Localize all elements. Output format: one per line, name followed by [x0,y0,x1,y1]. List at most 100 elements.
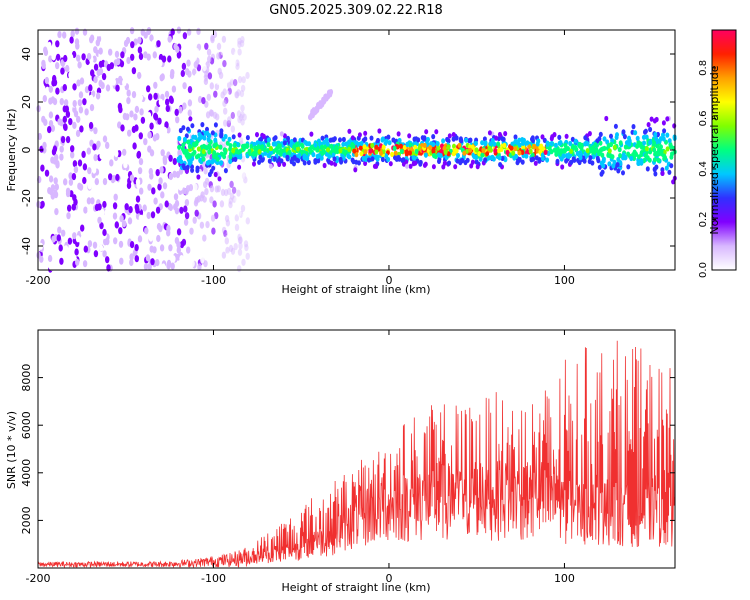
spectrogram-cell [93,154,98,162]
spectrogram-cell [244,34,249,42]
spectrogram-cell [153,197,158,205]
spectrogram-cell [108,48,113,56]
spectrogram-cell [212,238,218,246]
spectrogram-cell [190,251,195,260]
spectrogram-cell [81,53,86,61]
spectrogram-cell [118,227,123,235]
spectrogram-cell [667,138,672,144]
spectrogram-cell [294,141,299,148]
spectrogram-cell [260,144,265,150]
spectrogram-cell [599,147,604,153]
spectrogram-cell [111,175,117,183]
spectrogram-cell [358,145,363,151]
spectrogram-cell [615,132,619,138]
spectrogram-cell [517,137,522,143]
spectrogram-cell [237,185,242,193]
spectrogram-cell [411,161,416,167]
spectrogram-cell [616,168,621,174]
spectrogram-cell [170,28,175,36]
spectrogram-cell [498,162,503,168]
spectrogram-cell [583,141,588,147]
spectrogram-cell [190,167,195,173]
spectrogram-cell [129,253,134,261]
spectrogram-cell [370,156,375,162]
spectrogram-cell [363,160,368,166]
spectrogram-cell [549,140,554,147]
spectrogram-cell [203,167,208,175]
spectrogram-cell [232,100,238,109]
spectrogram-cell [612,144,617,150]
spectrogram-cell [165,98,170,106]
spectrogram-cell [237,248,243,256]
spectrogram-cell [252,161,256,167]
spectrogram-cell [362,144,367,150]
spectrogram-cell [644,146,649,152]
spectrogram-cell [86,197,92,205]
spectrogram-cell [220,188,226,196]
spectrogram-cell [149,149,155,157]
colorbar-tick-label: 0.0 [698,262,709,278]
spectrogram-cell [258,140,263,146]
spectrogram-cell [292,144,297,150]
spectrogram-cell [186,59,191,67]
spectrogram-cell [374,144,379,150]
spectrogram-cell [595,155,600,162]
spectrogram-cell [131,125,137,134]
spectrogram-cell [542,137,547,143]
spectrogram-cell [134,244,139,252]
spectrogram-cell [98,244,104,252]
spectrogram-cell [203,77,209,86]
spectrogram-cell [160,191,165,199]
spectrogram-cell [388,161,393,167]
spectrogram-cell [75,235,81,243]
spectrogram-cell [146,53,151,61]
spectrogram-cell [239,90,245,98]
spectrogram-cell [562,147,567,153]
spectrogram-cell [80,224,85,232]
spectrogram-cell [195,168,200,174]
spectrogram-cell [70,145,75,153]
spectrogram-cell [55,40,60,48]
spectrogram-cell [497,148,501,154]
spectrogram-cell [62,115,67,123]
spectrogram-cell [146,211,151,220]
spectrogram-cell [540,155,545,161]
spectrogram-cell [205,111,211,119]
spectrogram-cell [60,67,65,75]
spectrogram-cell [372,163,377,169]
spectrogram-cell [200,256,205,264]
spectrogram-cell [41,62,46,70]
spectrogram-cell [218,144,223,150]
spectrogram-cell [147,263,152,271]
spectrogram-cell [380,136,385,142]
spectrogram-cell [120,124,125,132]
spectrogram-cell [134,255,139,263]
spectrogram-cell [517,150,522,156]
spectrogram-cell [225,252,231,260]
spectrogram-cell [332,156,337,162]
spectrogram-cell [181,62,187,70]
spectrogram-cell [120,51,125,59]
spectrogram-cell [42,141,47,149]
spectrogram-cell [184,212,190,220]
spectrogram-cell [405,163,409,169]
spectrogram-cell [295,146,300,152]
spectrogram-cell [76,115,81,123]
spectrogram-cell [463,159,468,166]
spectrogram-cell [402,144,407,151]
spectrogram-cell [73,110,79,118]
spectrogram-cell [568,140,573,147]
spectrogram-cell [87,182,93,190]
spectrogram-cell [282,161,287,167]
spectrogram-cell [231,47,236,56]
spectrogram-cell [203,260,208,268]
spectrogram-cell [129,35,134,43]
spectrogram-cell [207,72,213,80]
spectrogram-cell [177,135,182,142]
spectrogram-cell [134,105,140,113]
spectrogram-cell [637,154,641,160]
spectrogram-cell [470,159,475,165]
spectrogram-cell [359,140,364,146]
spectrogram-cell [52,98,58,106]
spectrogram-cell [670,151,674,157]
